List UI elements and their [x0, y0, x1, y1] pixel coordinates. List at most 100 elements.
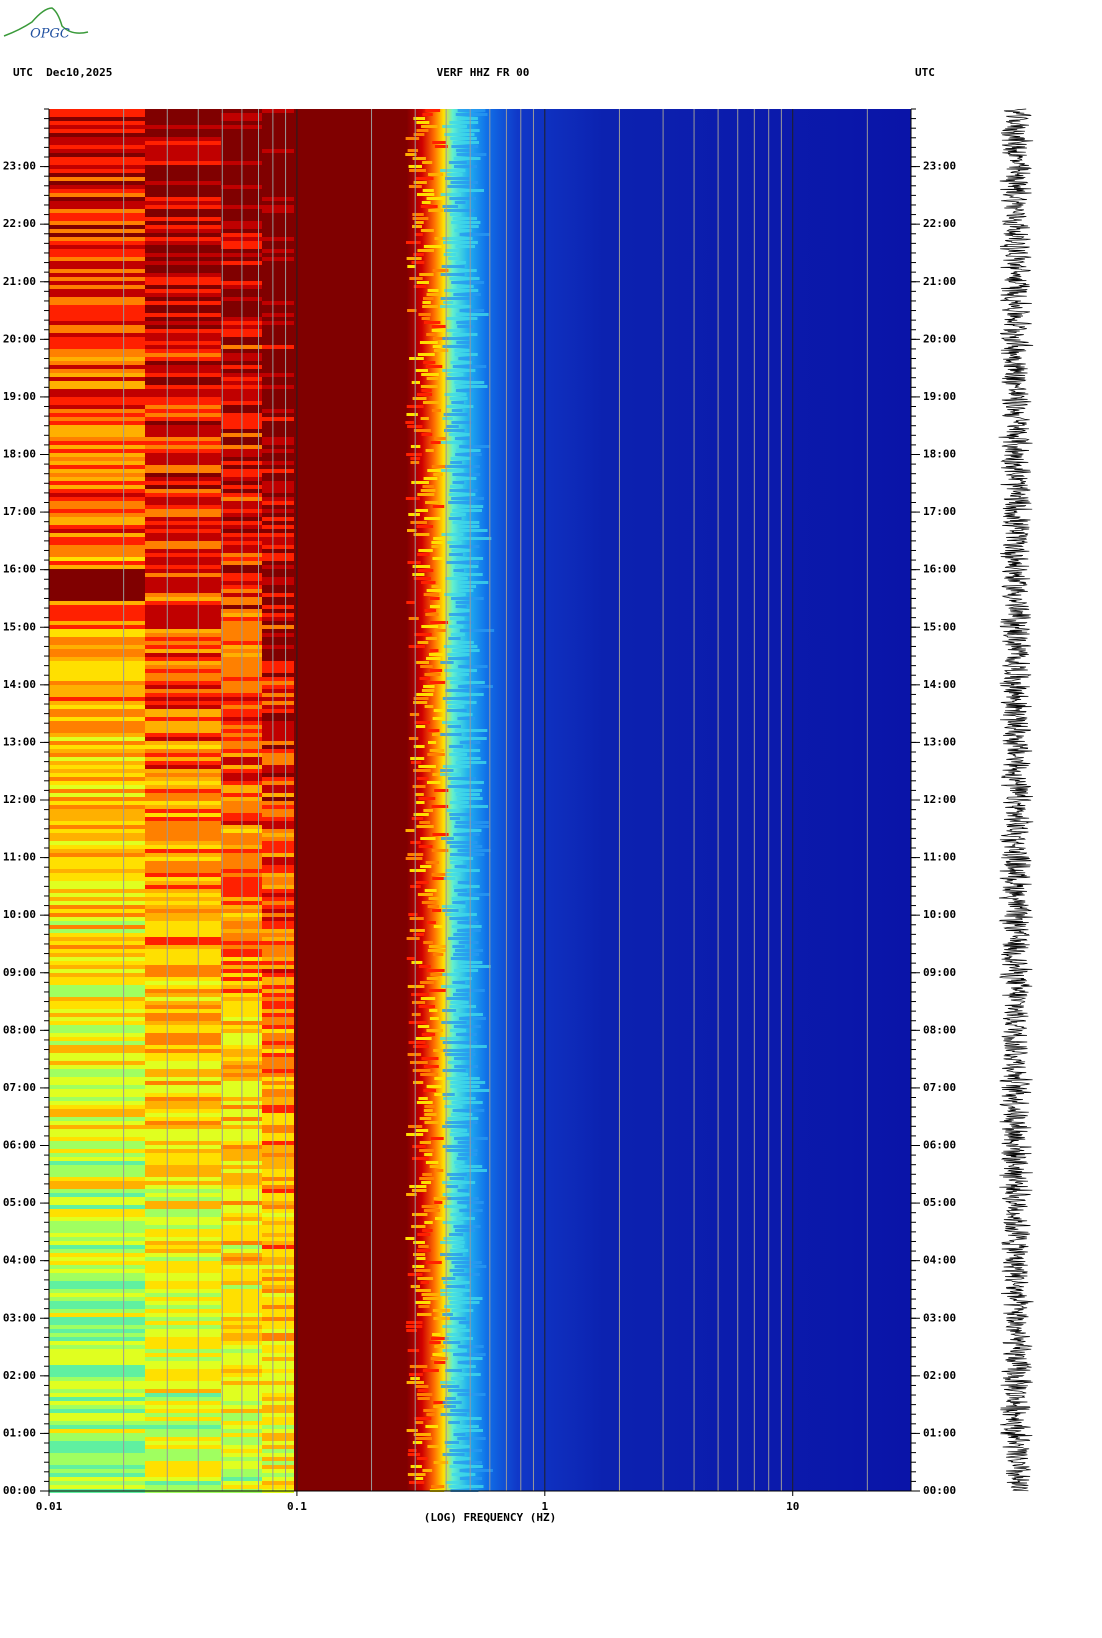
- spectrogram-cell: [262, 1289, 294, 1293]
- spectrogram-cell: [405, 829, 415, 832]
- spectrogram-cell: [49, 889, 145, 893]
- spectrogram-cell: [457, 673, 469, 676]
- spectrogram-cell: [450, 1085, 480, 1088]
- spectrogram-cell: [145, 977, 221, 981]
- spectrogram-cell: [262, 1197, 294, 1201]
- spectrogram-cell: [145, 1049, 221, 1053]
- spectrogram-cell: [49, 849, 145, 853]
- spectrogram-cell: [145, 1297, 221, 1301]
- spectrogram-cell: [430, 1337, 449, 1340]
- spectrogram-cell: [49, 569, 145, 573]
- spectrogram-cell: [49, 1337, 145, 1341]
- spectrogram-cell: [262, 669, 294, 673]
- spectrogram-cell: [443, 877, 456, 880]
- spectrogram-cell: [447, 653, 470, 656]
- spectrogram-cell: [415, 177, 434, 180]
- spectrogram-cell: [405, 1325, 423, 1328]
- spectrogram-cell: [49, 113, 145, 117]
- spectrogram-cell: [145, 697, 221, 701]
- spectrogram-cell: [145, 1077, 221, 1081]
- spectrogram-cell: [454, 889, 468, 892]
- spectrogram-cell: [262, 1473, 294, 1477]
- spectrogram-cell: [408, 513, 420, 516]
- spectrogram-cell: [434, 1361, 446, 1364]
- spectrogram-cell: [409, 357, 424, 360]
- spectrogram-cell: [262, 473, 294, 477]
- spectrogram-cell: [145, 957, 221, 961]
- spectrogram-cell: [424, 889, 437, 892]
- x-tick-label: 1: [541, 1500, 548, 1513]
- spectrogram-cell: [262, 829, 294, 833]
- spectrogram-cell: [262, 597, 294, 601]
- spectrogram-cell: [262, 1453, 294, 1457]
- spectrogram-cell: [145, 1225, 221, 1229]
- spectrogram-cell: [49, 745, 145, 749]
- spectrogram-cell: [419, 273, 434, 276]
- spectrogram-cell: [451, 409, 463, 412]
- spectrogram-cell: [459, 233, 490, 236]
- spectrogram-cell: [450, 957, 474, 960]
- spectrogram-cell: [49, 593, 145, 597]
- spectrogram-cell: [440, 1241, 465, 1244]
- spectrogram-cell: [49, 1149, 145, 1153]
- spectrogram-cell: [145, 177, 221, 181]
- spectrogram-cell: [145, 1341, 221, 1345]
- spectrogram-cell: [145, 961, 221, 965]
- spectrogram-cell: [427, 469, 444, 472]
- spectrogram-cell: [262, 613, 294, 617]
- spectrogram-cell: [145, 845, 221, 849]
- spectrogram-cell: [49, 1017, 145, 1021]
- spectrogram-cell: [145, 717, 221, 721]
- spectrogram-cell: [417, 493, 435, 496]
- spectrogram-cell: [49, 509, 145, 513]
- y-tick-label-right: 10:00: [923, 908, 956, 921]
- spectrogram-cell: [410, 761, 422, 764]
- spectrogram-cell: [262, 1441, 294, 1445]
- spectrogram-cell: [262, 413, 294, 417]
- spectrogram-cell: [444, 1205, 467, 1208]
- spectrogram-cell: [49, 929, 145, 933]
- spectrogram-cell: [145, 205, 221, 209]
- spectrogram-cell: [453, 1273, 480, 1276]
- spectrogram-cell: [49, 885, 145, 889]
- spectrogram-cell: [49, 1113, 145, 1117]
- spectrogram-cell: [262, 177, 294, 181]
- spectrogram-cell: [262, 961, 294, 965]
- spectrogram-cell: [49, 1357, 145, 1361]
- spectrogram-cell: [145, 297, 221, 301]
- spectrogram-cell: [445, 1481, 459, 1484]
- spectrogram-cell: [49, 1273, 145, 1277]
- spectrogram-cell: [262, 1049, 294, 1053]
- spectrogram-cell: [49, 1145, 145, 1149]
- spectrogram-cell: [49, 697, 145, 701]
- spectrogram-cell: [262, 693, 294, 697]
- spectrogram-cell: [416, 393, 433, 396]
- spectrogram-cell: [262, 213, 294, 217]
- spectrogram-cell: [49, 1209, 145, 1213]
- spectrogram-cell: [262, 841, 294, 845]
- spectrogram-cell: [49, 485, 145, 489]
- spectrogram-cell: [458, 189, 484, 192]
- spectrogram-cell: [453, 833, 480, 836]
- y-tick-label: 08:00: [3, 1023, 36, 1036]
- spectrogram-cell: [145, 201, 221, 205]
- spectrogram-cell: [421, 1293, 439, 1296]
- spectrogram-cell: [49, 1049, 145, 1053]
- spectrogram-cell: [413, 1433, 431, 1436]
- spectrogram-cell: [49, 877, 145, 881]
- spectrogram-cell: [451, 221, 481, 224]
- spectrogram-cell: [431, 545, 440, 548]
- spectrogram-cell: [426, 293, 440, 296]
- spectrogram-cell: [416, 693, 434, 696]
- spectrogram-cell: [262, 405, 294, 409]
- spectrogram-cell: [432, 733, 445, 736]
- spectrogram-cell: [262, 649, 294, 653]
- spectrogram-cell: [446, 561, 479, 564]
- spectrogram-cell: [262, 1169, 294, 1173]
- y-tick-label-right: 12:00: [923, 793, 956, 806]
- spectrogram-cell: [418, 549, 433, 552]
- spectrogram-cell: [49, 401, 145, 405]
- spectrogram-cell: [418, 1305, 430, 1308]
- spectrogram-cell: [262, 1369, 294, 1373]
- spectrogram-cell: [145, 1445, 221, 1449]
